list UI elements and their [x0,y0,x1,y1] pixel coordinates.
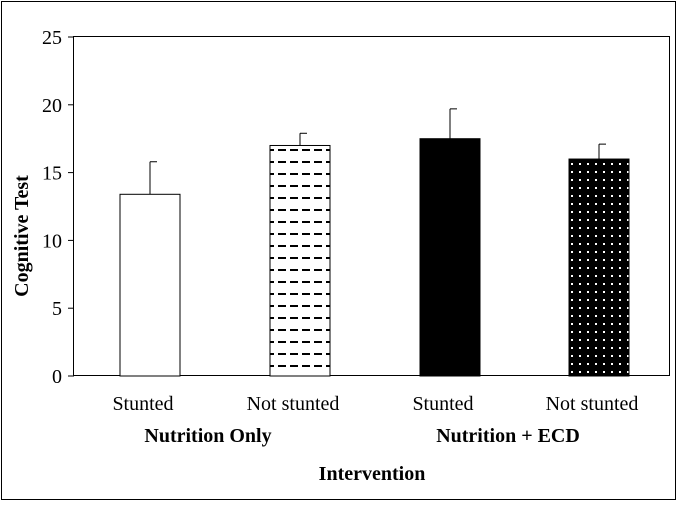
bar [568,158,630,377]
plot-area [73,36,670,376]
bar [269,144,331,377]
category-labels: Stunted Not stunted Stunted Not stunted [112,393,638,415]
x-axis-title: Intervention [319,463,426,485]
category-label: Not stunted [247,393,340,415]
y-tick-label: 10 [42,230,62,252]
y-tick-label: 15 [42,163,62,185]
y-tick-label: 5 [52,298,62,320]
y-tick-label: 25 [42,27,62,49]
bar [119,193,181,377]
group-label: Nutrition Only [144,425,271,447]
bar [419,138,481,377]
group-label: Nutrition + ECD [436,425,580,447]
y-tick-label: 20 [42,95,62,117]
category-label: Not stunted [546,393,639,415]
group-labels: Nutrition Only Nutrition + ECD [144,425,579,447]
category-label: Stunted [412,393,473,415]
y-axis-title: Cognitive Test [11,175,33,297]
category-label: Stunted [112,393,173,415]
bars [119,108,630,377]
y-tick-label: 0 [52,366,62,388]
y-axis-ticks: 0 5 10 15 20 25 [42,27,74,388]
